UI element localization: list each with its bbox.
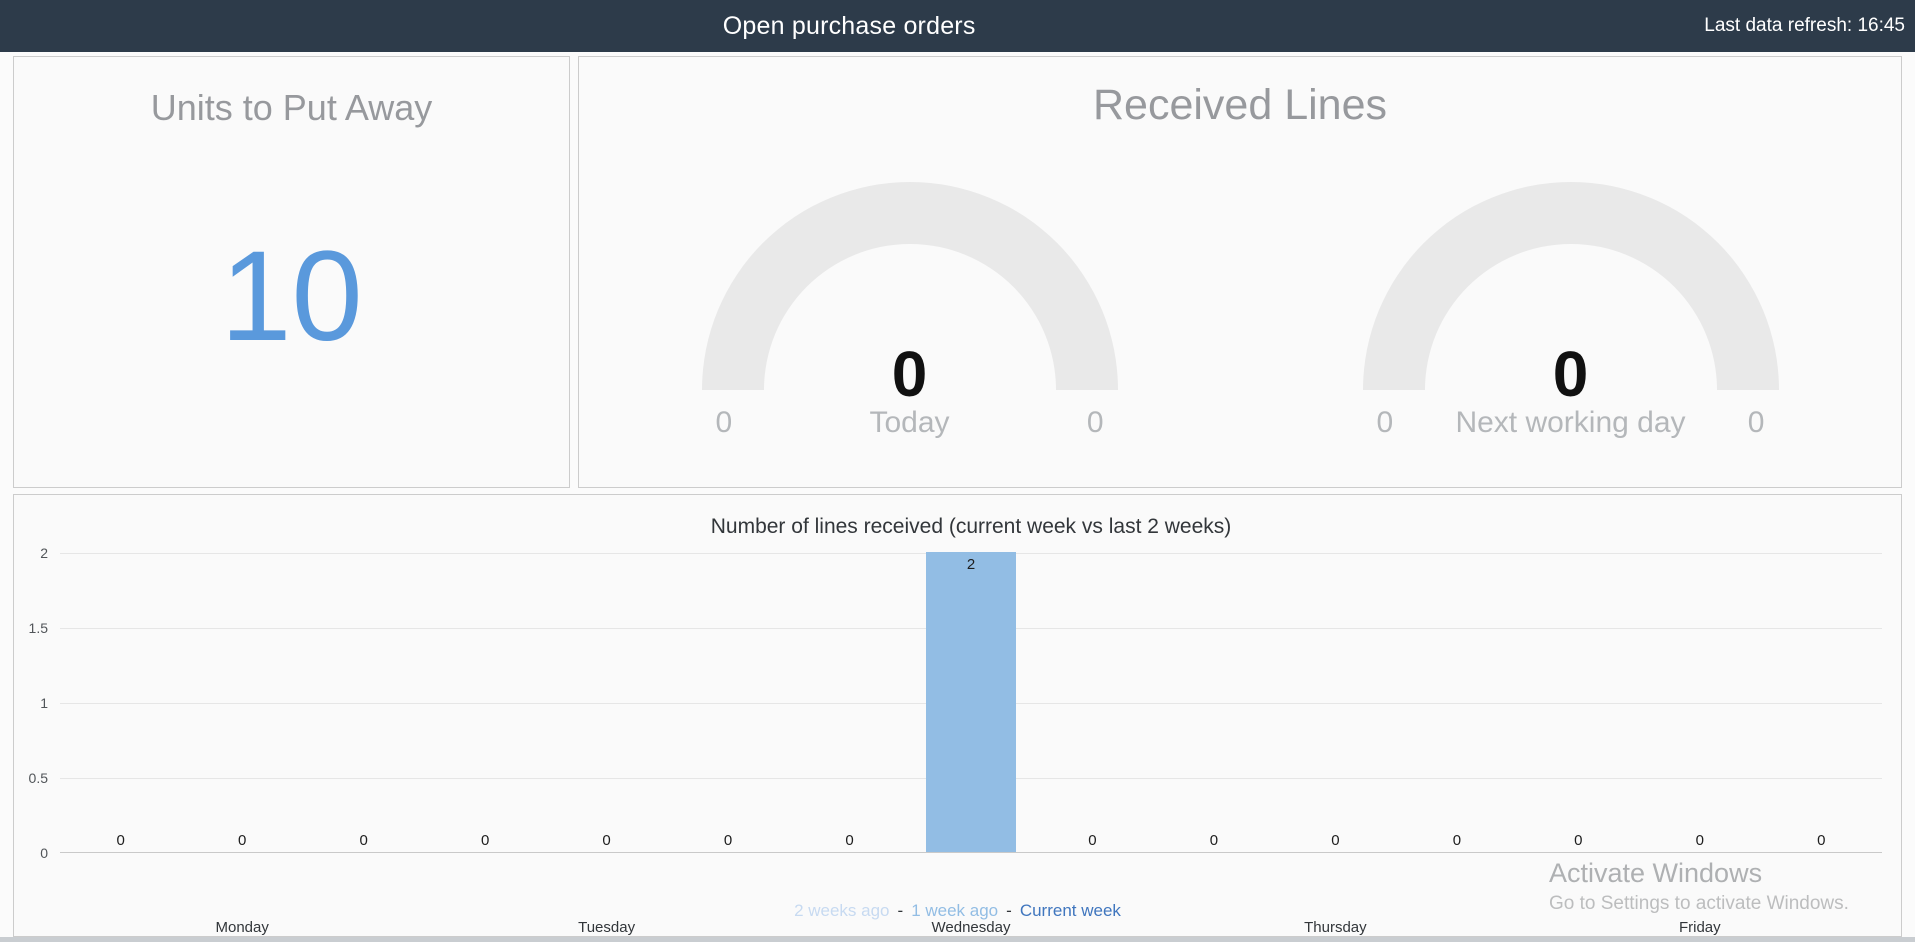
tile-title-units: Units to Put Away [150, 87, 433, 128]
legend-separator: - [1006, 901, 1012, 920]
bar-value-label-2-weeks-ago-tuesday: 0 [480, 832, 490, 849]
bar-value-label-2-weeks-ago-friday: 0 [1574, 832, 1583, 849]
horizontal-scrollbar[interactable] [0, 937, 1915, 942]
bar-value-label-current-week-thursday: 0 [1452, 832, 1462, 849]
bar-1-week-ago-wednesday[interactable]: 2 [926, 552, 1016, 852]
bar-value-label-1-week-ago-thursday: 0 [1331, 832, 1340, 849]
tile-title-received: Received Lines [1092, 81, 1387, 129]
bar-value-label-current-week-wednesday: 0 [1088, 832, 1097, 849]
lines-received-chart-card: Number of lines received (current week v… [13, 494, 1902, 937]
gauge-today-arc: 0 [701, 182, 1118, 406]
gauge-min-label: 0 [715, 406, 733, 439]
chart-legend: 2 weeks ago -1 week ago - Current week [14, 901, 1901, 921]
gauge-min-label: 0 [1376, 406, 1394, 439]
bar-value-label-2-weeks-ago-thursday: 0 [1209, 832, 1219, 849]
chart-row: Number of lines received (current week v… [13, 494, 1902, 937]
gauge-next-working-day: 0 0 Next working day 0 [1240, 182, 1901, 440]
y-axis-tick-label: 0.5 [28, 770, 48, 786]
gauge-next-working-day-arc: 0 [1362, 182, 1779, 406]
x-axis-label-thursday: Thursday [1304, 919, 1367, 936]
received-lines-tile[interactable]: Received Lines 0 0 Today 0 [578, 56, 1902, 488]
units-to-put-away-value: 10 [220, 225, 363, 368]
gauge-today-value: 0 [891, 338, 928, 410]
page-title: Open purchase orders [722, 11, 976, 40]
gauge-today-labels: 0 Today 0 [680, 406, 1140, 440]
kpi-row: Units to Put Away 10 Received Lines 0 0 … [13, 56, 1902, 488]
units-to-put-away-tile[interactable]: Units to Put Away 10 [13, 56, 570, 488]
x-axis-label-wednesday: Wednesday [931, 919, 1011, 936]
bar-value-label-1-week-ago-tuesday: 0 [602, 832, 611, 849]
bar-chart-plot-area: 0 0.5 1 1.5 2 Monday 0 0 0 Tuesday 0 0 0 Wednesday 0 2 0… [29, 545, 1882, 936]
gauges-row: 0 0 Today 0 0 0 N [579, 182, 1901, 440]
last-data-refresh: Last data refresh: 16:45 [1698, 15, 1915, 37]
bar-value-label-2-weeks-ago-wednesday: 0 [845, 832, 854, 849]
last-refresh-time: 16:45 [1857, 15, 1905, 36]
horizontal-scrollbar-thumb[interactable] [0, 937, 1915, 942]
x-axis-label-tuesday: Tuesday [578, 919, 636, 936]
gauge-max-label: 0 [1086, 406, 1104, 439]
legend-item-current-week[interactable]: Current week [1019, 901, 1121, 920]
legend-item-2-weeks-ago[interactable]: 2 weeks ago [794, 901, 890, 920]
x-axis-label-monday: Monday [215, 919, 269, 936]
y-axis-tick-label: 1 [40, 695, 48, 711]
gauge-today: 0 0 Today 0 [579, 182, 1240, 440]
bar-value-label-1-week-ago-monday: 0 [238, 832, 247, 849]
gauge-title: Next working day [1455, 406, 1686, 439]
y-axis-tick-label: 0 [40, 845, 48, 861]
x-axis-label-friday: Friday [1678, 919, 1721, 936]
last-refresh-label: Last data refresh: [1704, 15, 1853, 36]
gauge-title: Today [869, 406, 950, 439]
gauge-next-working-day-labels: 0 Next working day 0 [1341, 406, 1801, 440]
bar-value-label-current-week-monday: 0 [359, 832, 368, 849]
bar-value-label-current-week-tuesday: 0 [723, 832, 733, 849]
gauge-max-label: 0 [1747, 406, 1765, 439]
bar-value-label-current-week-friday: 0 [1817, 832, 1826, 849]
gauge-next-working-day-value: 0 [1552, 338, 1589, 410]
y-axis-tick-label: 2 [40, 545, 48, 561]
bar-value-label-2-weeks-ago-monday: 0 [116, 832, 125, 849]
bar-value-label: 2 [966, 556, 976, 573]
chart-title: Number of lines received (current week v… [710, 515, 1232, 538]
bar-value-label-1-week-ago-friday: 0 [1695, 832, 1704, 849]
y-axis-tick-label: 1.5 [28, 620, 48, 636]
shell-header: Open purchase orders Last data refresh: … [0, 0, 1915, 52]
legend-item-1-week-ago[interactable]: 1 week ago [911, 901, 999, 920]
legend-separator: - [897, 901, 904, 920]
